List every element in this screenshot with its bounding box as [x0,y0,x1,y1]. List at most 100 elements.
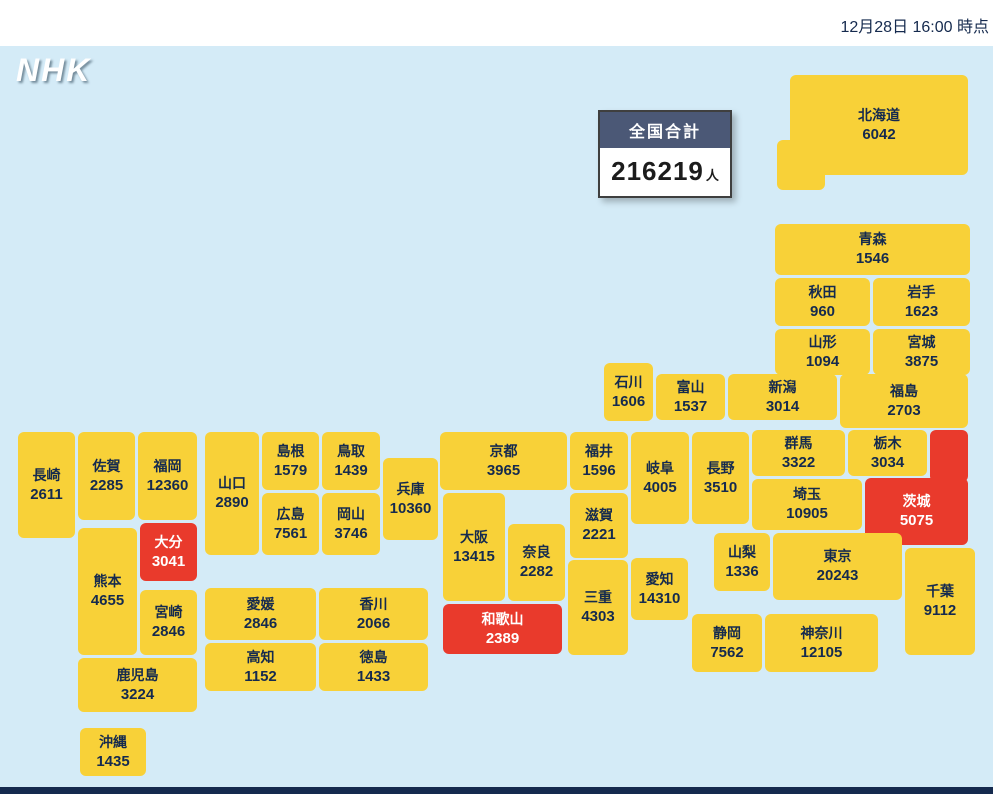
prefecture-count: 10905 [786,505,828,523]
prefecture-name: 奈良 [522,544,551,561]
prefecture-name: 鹿児島 [116,666,159,683]
prefecture-count: 1579 [273,461,308,479]
prefecture-tile-gifu: 岐阜 4005 [631,432,689,524]
prefecture-count: 1439 [334,461,368,479]
prefecture-name: 千葉 [926,583,954,600]
prefecture-name: 鳥取 [337,442,365,459]
prefecture-name: 和歌山 [481,610,524,627]
prefecture-count: 7561 [273,524,308,542]
prefecture-name: 福岡 [153,457,182,474]
prefecture-count: 2611 [30,485,63,503]
prefecture-count: 1623 [904,302,939,320]
prefecture-tile-saitama: 埼玉 10905 [752,479,862,530]
prefecture-tile-nagasaki: 長崎 2611 [18,432,75,538]
prefecture-count: 20243 [816,567,859,585]
prefecture-tile-kanagawa: 神奈川 12105 [765,614,878,672]
prefecture-name: 岡山 [337,505,365,522]
prefecture-tile-nagano: 長野 3510 [692,432,749,524]
prefecture-count: 3034 [870,453,905,471]
prefecture-tile-tochigi: 栃木 3034 [848,430,927,476]
prefecture-name: 山口 [218,475,246,492]
prefecture-count: 9112 [923,602,957,620]
prefecture-count: 1435 [96,752,130,770]
prefecture-count: 1606 [611,392,646,410]
prefecture-tile-fukui: 福井 1596 [570,432,628,490]
prefecture-name: 京都 [489,442,518,459]
prefecture-name: 香川 [359,595,388,612]
prefecture-tile-oita: 大分 3041 [140,523,197,581]
nhk-logo: NHK [16,52,92,88]
prefecture-name: 山形 [808,333,837,350]
prefecture-name: 広島 [276,505,305,522]
prefecture-tile-iwate: 岩手 1623 [873,278,970,326]
prefecture-count: 1336 [725,562,759,580]
prefecture-count: 7562 [710,643,744,661]
prefecture-tile-okinawa: 沖縄 1435 [80,728,146,776]
prefecture-count: 3875 [904,352,939,370]
prefecture-count: 4655 [90,592,125,610]
prefecture-name: 福井 [585,442,613,459]
prefecture-name: 徳島 [359,648,388,665]
prefecture-count: 2703 [887,401,921,419]
prefecture-count: 2285 [89,476,124,494]
prefecture-name: 青森 [858,231,887,248]
prefecture-tile-niigata: 新潟 3014 [728,374,837,420]
prefecture-name: 熊本 [93,573,122,590]
prefecture-name: 兵庫 [396,480,425,497]
prefecture-count: 3014 [765,397,800,415]
prefecture-name: 秋田 [808,283,837,300]
prefecture-count: 1546 [855,250,890,268]
prefecture-name: 東京 [823,548,852,565]
prefecture-tile-aomori: 青森 1546 [775,224,970,275]
prefecture-name: 大阪 [460,528,488,545]
prefecture-tile-osaka: 大阪 13415 [443,493,505,601]
prefecture-name: 愛媛 [246,595,275,612]
prefecture-name: 静岡 [713,624,741,641]
national-total-value: 216219 人 [600,148,730,196]
prefecture-name: 福島 [890,382,918,399]
prefecture-name: 北海道 [858,106,900,123]
prefecture-count: 4303 [581,608,615,626]
prefecture-name: 宮崎 [154,604,183,621]
prefecture-count: 2282 [519,563,554,581]
prefecture-tile-yamagata: 山形 1094 [775,329,870,375]
prefecture-tile-hiroshima: 広島 7561 [262,493,319,555]
prefecture-name: 富山 [676,378,705,395]
prefecture-tile-toyama: 富山 1537 [656,374,725,420]
prefecture-tile-nara: 奈良 2282 [508,524,565,601]
prefecture-count: 1094 [805,352,840,370]
prefecture-count: 2066 [356,614,391,632]
prefecture-tile-shiga: 滋賀 2221 [570,493,628,558]
prefecture-name: 茨城 [902,493,931,510]
prefecture-tile-wakayama: 和歌山 2389 [443,604,562,654]
prefecture-name: 石川 [614,373,643,390]
prefecture-name: 宮城 [907,333,936,350]
prefecture-count: 3322 [781,453,816,471]
prefecture-name: 滋賀 [585,507,613,524]
prefecture-tile-shizuoka: 静岡 7562 [692,614,762,672]
prefecture-tile-yamanashi: 山梨 1336 [714,533,770,591]
prefecture-name: 山梨 [728,543,756,560]
prefecture-count: 12360 [146,476,189,494]
national-total-unit: 人 [705,168,719,183]
prefecture-name: 高知 [246,648,275,665]
prefecture-name: 新潟 [768,378,797,395]
timestamp: 12月28日 16:00 時点 [840,19,989,36]
prefecture-count: 1596 [582,461,616,479]
prefecture-count: 3224 [120,685,155,703]
prefecture-tile-okayama: 岡山 3746 [322,493,380,555]
prefecture-count: 1152 [244,667,277,685]
prefecture-count: 5075 [899,512,934,530]
prefecture-count: 4005 [643,478,677,496]
prefecture-tile-tottori: 鳥取 1439 [322,432,380,490]
prefecture-count: 2846 [151,623,186,641]
prefecture-count: 13415 [453,547,495,565]
national-total-box: 全国合計 216219 人 [598,110,732,198]
prefecture-tile-aichi: 愛知 14310 [631,558,688,620]
prefecture-name: 長崎 [32,466,61,483]
prefecture-name: 愛知 [645,570,674,587]
prefecture-tile-tokyo: 東京 20243 [773,533,902,600]
prefecture-count: 14310 [638,589,681,607]
